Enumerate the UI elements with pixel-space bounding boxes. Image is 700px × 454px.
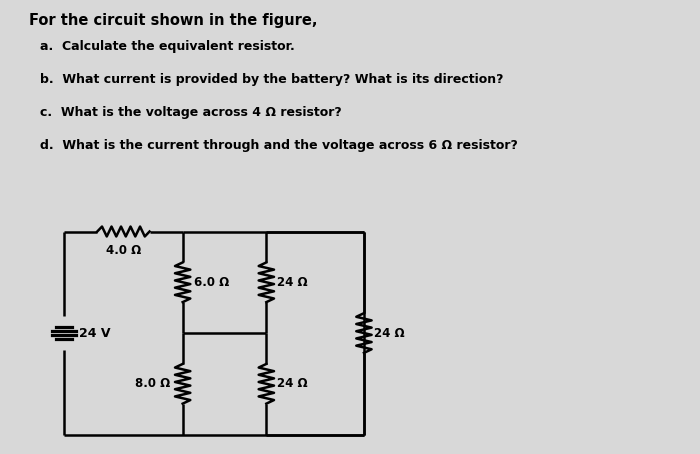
Text: 24 Ω: 24 Ω [277,377,308,390]
Text: 4.0 Ω: 4.0 Ω [106,244,141,257]
Text: d.  What is the current through and the voltage across 6 Ω resistor?: d. What is the current through and the v… [40,138,517,152]
Text: For the circuit shown in the figure,: For the circuit shown in the figure, [29,13,318,28]
Text: a.  Calculate the equivalent resistor.: a. Calculate the equivalent resistor. [40,40,295,53]
Text: 6.0 Ω: 6.0 Ω [194,276,229,289]
Text: 24 Ω: 24 Ω [277,276,308,289]
Text: 8.0 Ω: 8.0 Ω [135,377,170,390]
Text: b.  What current is provided by the battery? What is its direction?: b. What current is provided by the batte… [40,73,503,86]
Text: c.  What is the voltage across 4 Ω resistor?: c. What is the voltage across 4 Ω resist… [40,106,342,118]
Text: 24 V: 24 V [80,326,111,340]
Text: 24 Ω: 24 Ω [374,326,405,340]
